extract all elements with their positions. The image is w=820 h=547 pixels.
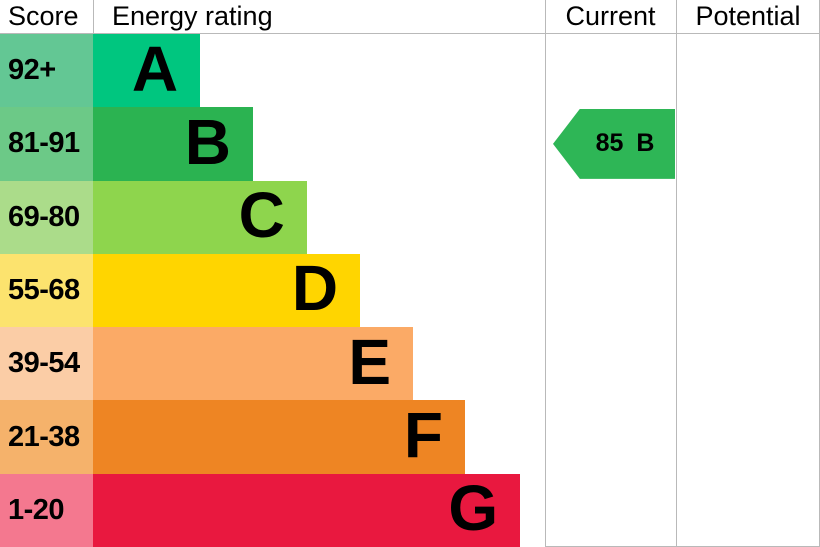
current-rating-arrow: 85 B — [553, 108, 675, 179]
bar-track: C — [93, 179, 545, 254]
rating-bands: 92+ A 81-91 B 69-80 C 55-68 — [0, 34, 545, 547]
band-row: 1-20 G — [0, 472, 545, 547]
band-row: 21-38 F — [0, 399, 545, 474]
band-row: 92+ A — [0, 32, 545, 108]
table-header: Score Energy rating Current Potential — [0, 0, 820, 33]
band-letter: A — [131, 32, 179, 105]
divider-current-potential — [676, 0, 677, 547]
score-cell: 69-80 — [0, 180, 93, 254]
current-rating-label: 85 B — [595, 129, 655, 158]
score-cell: 55-68 — [0, 253, 93, 328]
bar-track: G — [93, 472, 545, 547]
score-cell: 1-20 — [0, 473, 93, 547]
score-cell: 81-91 — [0, 107, 93, 181]
band-row: 69-80 C — [0, 179, 545, 254]
rating-bar: E — [93, 325, 414, 401]
current-header: Current — [565, 1, 656, 31]
rating-bar: F — [93, 399, 465, 474]
energy-rating-header: Energy rating — [112, 1, 273, 31]
band-letter: B — [184, 105, 231, 178]
band-row: 81-91 B — [0, 105, 545, 181]
score-cell: 21-38 — [0, 400, 93, 474]
divider-rating-current — [545, 0, 546, 547]
header-bottom-border — [0, 33, 820, 34]
band-letter: F — [403, 399, 443, 472]
rating-bar: A — [93, 32, 201, 108]
bar-track: B — [93, 105, 545, 181]
band-row: 39-54 E — [0, 325, 545, 401]
band-letter: E — [348, 325, 392, 398]
band-letter: C — [238, 179, 285, 252]
rating-bar: C — [93, 179, 307, 254]
divider-score-rating — [93, 0, 94, 33]
bar-track: E — [93, 325, 545, 401]
bar-track: A — [93, 32, 545, 108]
bar-track: D — [93, 252, 545, 328]
band-letter: G — [448, 472, 499, 545]
bar-track: F — [93, 399, 545, 474]
potential-column — [677, 34, 819, 547]
band-row: 55-68 D — [0, 252, 545, 328]
rating-bar: D — [93, 252, 361, 328]
band-letter: D — [291, 252, 339, 325]
score-cell: 92+ — [0, 34, 93, 108]
score-cell: 39-54 — [0, 327, 93, 401]
score-header: Score — [8, 1, 79, 31]
rating-bar: G — [93, 472, 521, 547]
rating-bar: B — [93, 105, 253, 181]
potential-header: Potential — [695, 1, 801, 31]
